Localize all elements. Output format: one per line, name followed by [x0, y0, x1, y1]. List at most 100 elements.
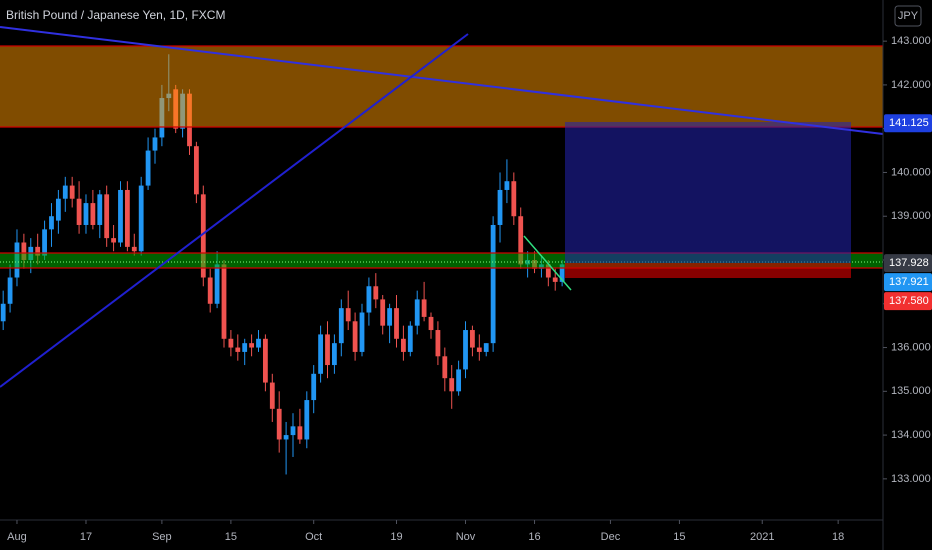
candle-body — [221, 264, 227, 339]
candle-body — [297, 426, 303, 440]
candle-body — [111, 238, 116, 243]
candle-body — [442, 356, 448, 379]
target-box — [565, 122, 851, 263]
candle-body — [373, 286, 379, 300]
candle-body — [311, 373, 317, 401]
candle-body — [21, 242, 27, 260]
y-tick-label: 139.000 — [891, 210, 931, 222]
candle-body — [428, 316, 434, 331]
candle-body — [476, 347, 482, 352]
y-tick-label: 135.000 — [891, 385, 931, 397]
candle-body — [262, 338, 268, 383]
candle-body — [200, 194, 206, 278]
x-tick-label: Oct — [305, 531, 322, 543]
candle-body — [104, 194, 110, 239]
price-label-bg — [884, 273, 932, 292]
price-label: 137.928 — [889, 257, 929, 269]
candle-body — [394, 308, 399, 339]
candle-body — [456, 369, 462, 392]
candle-body — [7, 277, 13, 304]
candle-body — [414, 299, 420, 326]
candle-body — [290, 426, 296, 436]
candle-body — [242, 343, 248, 352]
y-tick-label: 136.000 — [891, 341, 931, 353]
candle-body — [359, 312, 365, 352]
x-tick-label: Dec — [601, 531, 621, 543]
candle-body — [235, 347, 241, 352]
x-tick-label: Sep — [152, 531, 172, 543]
candle-body — [325, 334, 330, 366]
price-label-bg — [884, 254, 932, 273]
candle-body — [552, 277, 558, 282]
price-label: 141.125 — [889, 117, 929, 129]
candle-body — [483, 343, 489, 352]
candle-body — [49, 216, 54, 230]
drawings — [0, 26, 884, 388]
candle-body — [518, 216, 524, 265]
trend-line — [0, 26, 884, 135]
candle-body — [304, 400, 310, 440]
x-tick-label: Nov — [456, 531, 476, 543]
candle-body — [463, 330, 468, 370]
candle-body — [318, 334, 324, 374]
candle-body — [559, 264, 565, 282]
candle-body — [338, 308, 344, 344]
candle-body — [207, 277, 213, 304]
channel-line — [523, 235, 572, 291]
stop-box — [565, 263, 851, 278]
candle-body — [269, 382, 275, 409]
candle-body — [62, 185, 68, 199]
candle-body — [35, 246, 41, 256]
candle-body — [470, 330, 475, 348]
chart-title: British Pound / Japanese Yen, 1D, FXCM — [6, 8, 225, 22]
candle-body — [249, 343, 254, 348]
candle-body — [138, 185, 144, 252]
y-tick-label: 140.000 — [891, 166, 931, 178]
candle-body — [511, 181, 517, 217]
candle-body — [401, 338, 406, 352]
candle-body — [131, 246, 137, 252]
candle-body — [76, 198, 82, 225]
x-tick-label: 15 — [225, 531, 237, 543]
y-tick-label: 142.000 — [891, 79, 931, 91]
candle-body — [366, 286, 372, 313]
candle-body — [490, 224, 496, 344]
x-tick-label: 17 — [80, 531, 92, 543]
candle-body — [0, 303, 6, 322]
candle-body — [83, 203, 89, 225]
candle-body — [55, 198, 61, 221]
candle-body — [449, 378, 455, 392]
x-tick-label: 19 — [390, 531, 402, 543]
y-tick-label: 133.000 — [891, 473, 931, 485]
candle-body — [380, 299, 386, 326]
candle-body — [214, 264, 220, 304]
x-tick-label: 18 — [832, 531, 844, 543]
candle-body — [352, 321, 358, 352]
candle-body — [332, 343, 337, 366]
candle-body — [421, 299, 427, 317]
candle-body — [256, 338, 261, 348]
candle-body — [504, 181, 510, 190]
candle-body — [97, 194, 103, 225]
currency-button[interactable] — [894, 5, 922, 27]
currency-label[interactable]: JPY — [898, 10, 919, 22]
candle-body — [42, 229, 47, 256]
candle-body — [69, 185, 75, 199]
resistance-zone — [0, 46, 883, 127]
axes: 133.000134.000135.000136.000137.000138.0… — [7, 35, 932, 543]
candle-body — [283, 435, 289, 440]
candle-body — [545, 264, 551, 278]
price-label: 137.580 — [889, 295, 929, 307]
price-label-bg — [884, 292, 932, 311]
candle-body — [152, 137, 158, 151]
candle-body — [345, 308, 351, 322]
candle-body — [118, 189, 123, 243]
candle-body — [90, 203, 96, 225]
candle-body — [124, 189, 130, 247]
x-tick-label: Aug — [7, 531, 27, 543]
x-tick-label: 16 — [528, 531, 540, 543]
candle-body — [276, 408, 282, 440]
y-tick-label: 143.000 — [891, 35, 931, 47]
candle-body — [193, 146, 199, 195]
